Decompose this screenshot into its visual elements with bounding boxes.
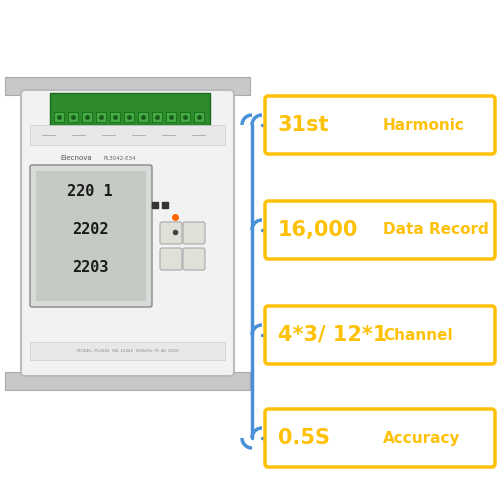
Text: 2203: 2203 <box>72 260 108 276</box>
Bar <box>180 112 190 122</box>
FancyBboxPatch shape <box>160 248 182 270</box>
Bar <box>110 112 120 122</box>
Bar <box>166 112 176 122</box>
Text: Harmonic: Harmonic <box>383 118 465 132</box>
Text: PL3042-E34: PL3042-E34 <box>104 156 136 160</box>
FancyBboxPatch shape <box>265 96 495 154</box>
FancyBboxPatch shape <box>160 222 182 244</box>
Text: 220 1: 220 1 <box>67 184 113 200</box>
Text: Channel: Channel <box>383 328 452 342</box>
FancyBboxPatch shape <box>183 248 205 270</box>
FancyBboxPatch shape <box>265 306 495 364</box>
Bar <box>96 112 106 122</box>
FancyBboxPatch shape <box>265 409 495 467</box>
Text: 0.5S: 0.5S <box>278 428 330 448</box>
FancyBboxPatch shape <box>265 201 495 259</box>
Bar <box>138 112 148 122</box>
Text: 2202: 2202 <box>72 222 108 238</box>
Bar <box>50 93 210 125</box>
Bar <box>5 372 250 390</box>
Bar <box>152 112 162 122</box>
Bar <box>124 112 134 122</box>
Text: 16,000: 16,000 <box>278 220 358 240</box>
Bar <box>82 112 92 122</box>
Text: Elecnova: Elecnova <box>60 155 92 161</box>
Bar <box>30 125 225 145</box>
FancyBboxPatch shape <box>183 222 205 244</box>
Bar <box>36 171 146 301</box>
Text: Accuracy: Accuracy <box>383 430 460 446</box>
Bar <box>30 342 225 360</box>
Bar <box>54 112 64 122</box>
Bar <box>68 112 78 122</box>
Bar <box>194 112 204 122</box>
Bar <box>5 77 250 95</box>
Text: Data Record: Data Record <box>383 222 489 238</box>
FancyBboxPatch shape <box>30 165 152 307</box>
Text: MODEL: PL3042  SN: 12345  50/60Hz  M  AC 220V: MODEL: PL3042 SN: 12345 50/60Hz M AC 220… <box>77 349 179 353</box>
Text: 31st: 31st <box>278 115 330 135</box>
FancyBboxPatch shape <box>21 90 234 376</box>
Text: 4*3/ 12*1: 4*3/ 12*1 <box>278 325 388 345</box>
